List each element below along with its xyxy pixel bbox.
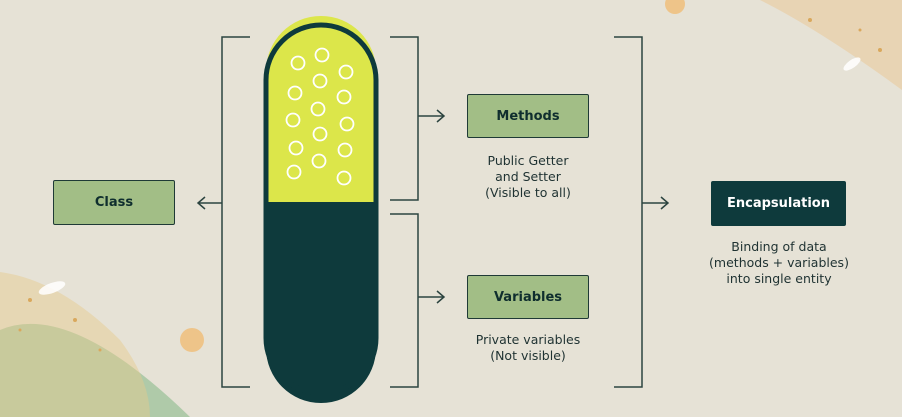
variables-caption: Private variables (Not visible) bbox=[475, 332, 581, 363]
methods-bracket bbox=[390, 36, 419, 201]
arrow-to-encapsulation bbox=[642, 196, 670, 210]
arrow-to-class bbox=[196, 196, 222, 210]
arrow-to-variables bbox=[418, 290, 446, 304]
methods-caption: Public Getter and Setter (Visible to all… bbox=[485, 153, 571, 200]
decoration-top-right bbox=[665, 0, 902, 90]
variables-node: Variables bbox=[467, 275, 589, 319]
encapsulation-bracket bbox=[614, 36, 643, 388]
capsule-bottom-half bbox=[266, 202, 376, 403]
capsule-outline bbox=[263, 22, 379, 396]
capsule bbox=[263, 16, 379, 403]
decoration-bottom-left bbox=[0, 272, 204, 417]
arrow-to-methods bbox=[418, 109, 446, 123]
methods-node: Methods bbox=[467, 94, 589, 138]
class-node: Class bbox=[53, 180, 175, 225]
left-bracket bbox=[221, 36, 250, 388]
encapsulation-caption: Binding of data (methods + variables) in… bbox=[709, 239, 849, 286]
capsule-granules bbox=[285, 47, 355, 186]
encapsulation-node: Encapsulation bbox=[711, 181, 846, 226]
connectors bbox=[196, 36, 670, 388]
variables-bracket bbox=[390, 213, 419, 388]
